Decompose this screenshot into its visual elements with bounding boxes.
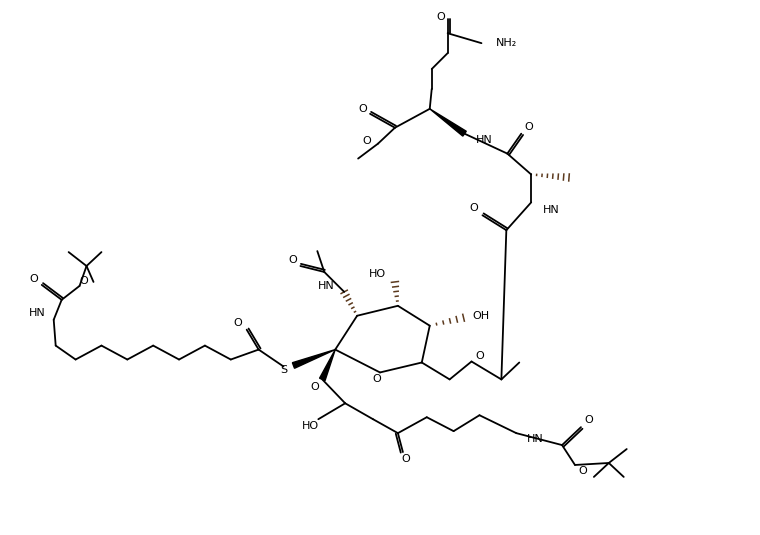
Text: HN: HN [543, 205, 560, 215]
Text: O: O [30, 274, 38, 284]
Text: O: O [525, 122, 534, 132]
Text: O: O [401, 454, 410, 464]
Text: O: O [363, 136, 372, 146]
Text: HN: HN [527, 434, 544, 444]
Polygon shape [429, 109, 467, 136]
Text: O: O [79, 276, 88, 286]
Text: HN: HN [29, 308, 46, 318]
Text: O: O [436, 12, 445, 22]
Text: O: O [584, 415, 594, 425]
Text: HO: HO [369, 269, 386, 279]
Text: HO: HO [302, 421, 319, 431]
Text: O: O [310, 383, 318, 392]
Text: O: O [475, 350, 484, 361]
Polygon shape [293, 349, 335, 368]
Text: O: O [372, 374, 382, 385]
Polygon shape [319, 349, 335, 380]
Text: OH: OH [473, 311, 489, 321]
Text: O: O [233, 318, 242, 328]
Text: O: O [578, 466, 587, 476]
Text: NH₂: NH₂ [496, 38, 517, 48]
Text: HN: HN [476, 135, 492, 144]
Text: HN: HN [318, 281, 334, 291]
Text: O: O [469, 203, 478, 213]
Text: O: O [359, 104, 368, 114]
Text: S: S [280, 365, 287, 376]
Text: O: O [288, 255, 297, 265]
